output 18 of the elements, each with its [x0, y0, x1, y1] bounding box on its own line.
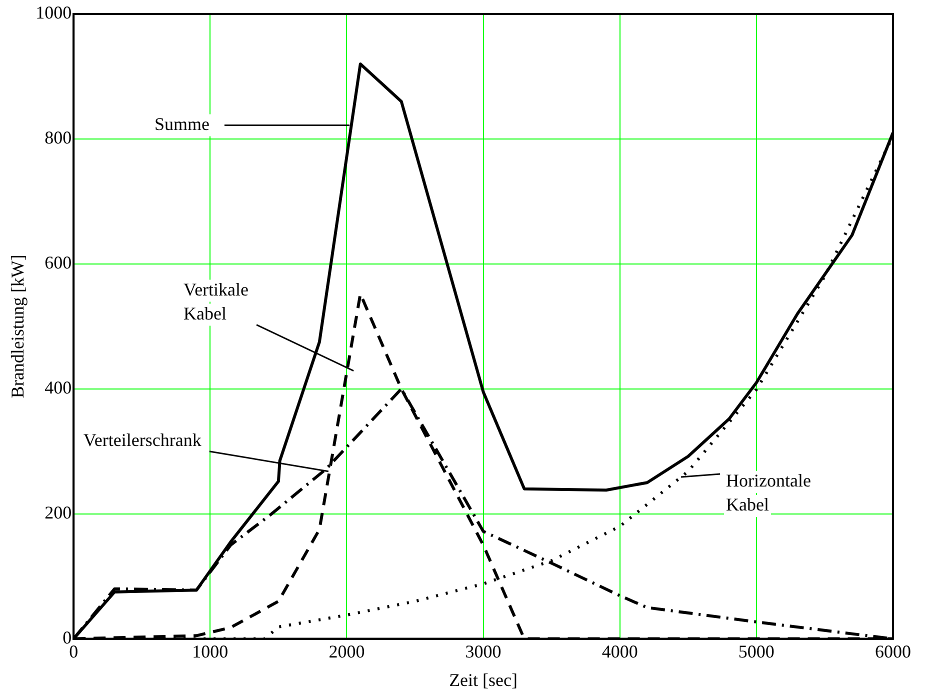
- x-tick-label: 1000: [192, 641, 228, 662]
- x-tick-label: 2000: [328, 641, 365, 662]
- y-tick-label: 800: [44, 128, 72, 148]
- annotation: Vertikale Kabel: [184, 279, 249, 324]
- x-tick-label: 3000: [465, 641, 502, 662]
- x-tick-label: 5000: [738, 641, 774, 662]
- y-tick-label: 600: [44, 252, 72, 273]
- x-axis-title: Zeit [sec]: [449, 670, 518, 690]
- annotation: Summe: [154, 114, 210, 134]
- annotation: Verteilerschrank: [83, 430, 202, 450]
- y-tick-label: 400: [44, 378, 72, 398]
- x-tick-label: 6000: [875, 641, 911, 662]
- y-tick-label: 0: [62, 628, 72, 648]
- annotation: Horizontale Kabel: [726, 470, 812, 515]
- y-tick-label: 200: [44, 502, 72, 523]
- y-axis-title: Brandleistung [kW]: [8, 254, 28, 398]
- x-tick-label: 4000: [602, 641, 638, 662]
- y-tick-label: 1000: [36, 2, 72, 23]
